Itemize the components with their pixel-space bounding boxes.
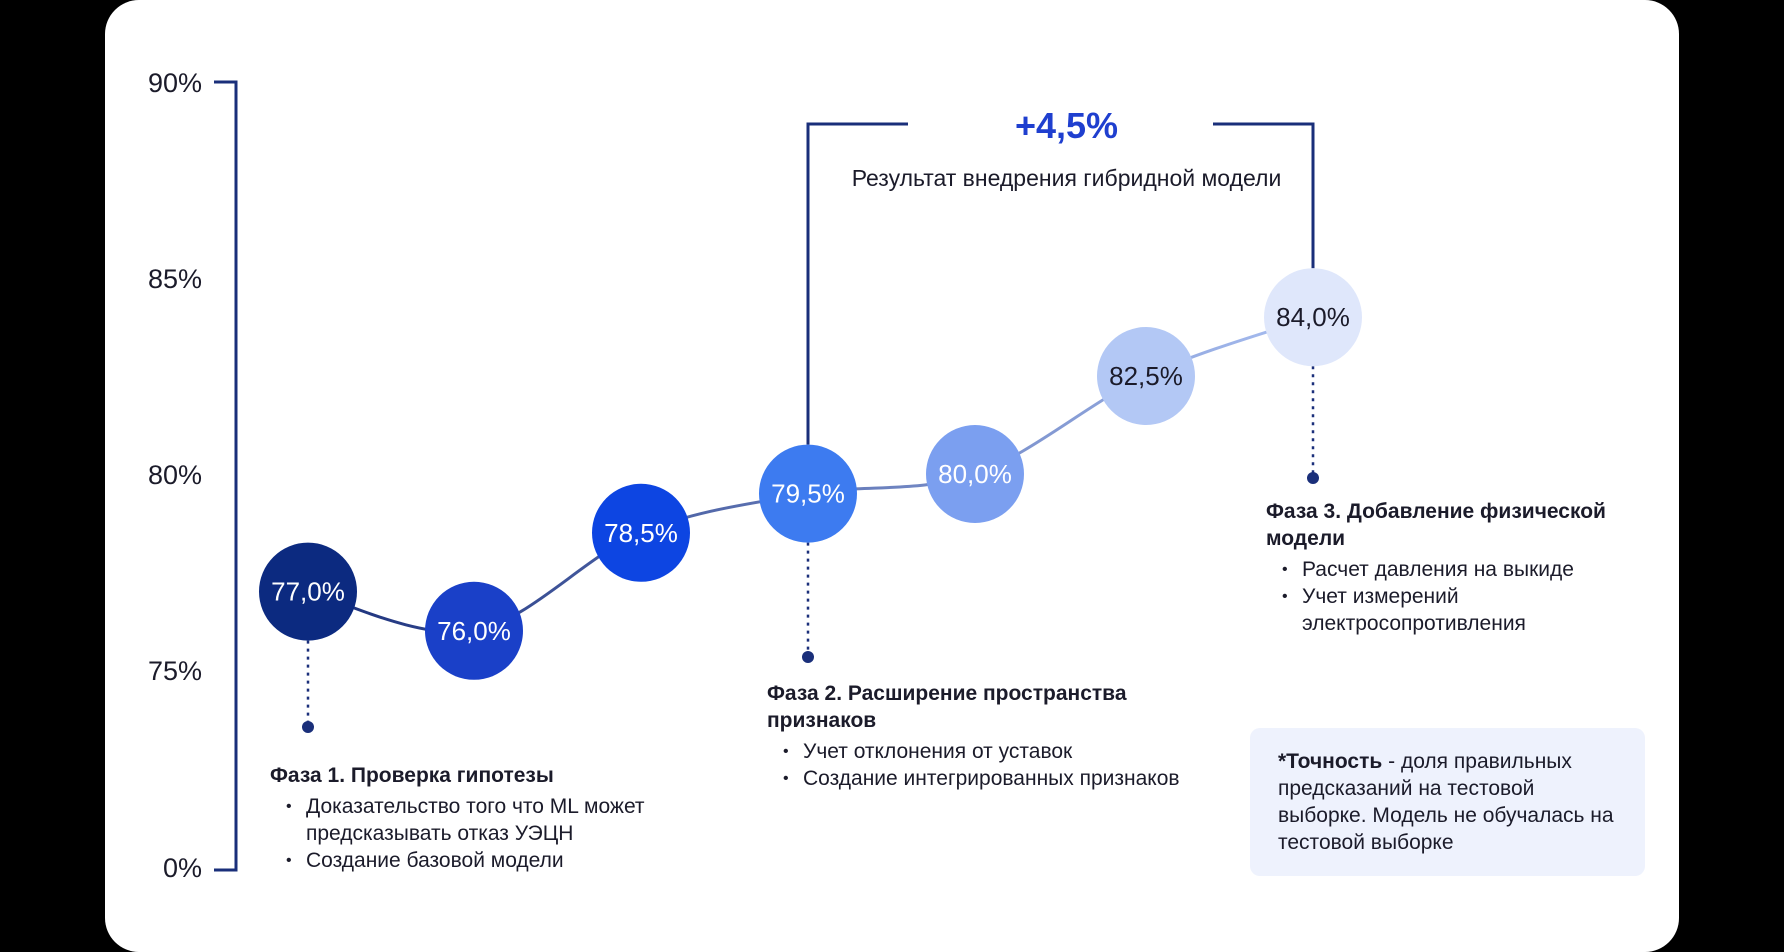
phase-3-item: Расчет давления на выкиде xyxy=(1266,556,1666,583)
phase-1-item: Создание базовой модели xyxy=(270,847,740,874)
data-label: 80,0% xyxy=(938,459,1012,489)
improvement-delta: +4,5% xyxy=(1015,105,1118,146)
phase-2-item: Создание интегрированных признаков xyxy=(767,765,1207,792)
data-point xyxy=(759,444,857,543)
data-label: 78,5% xyxy=(604,518,678,548)
data-point xyxy=(1264,268,1362,367)
phase-1-item: Доказательство того что ML может предска… xyxy=(270,793,740,847)
improvement-caption: Результат внедрения гибридной модели xyxy=(852,165,1282,191)
phase-2-item: Учет отклонения от уставок xyxy=(767,738,1207,765)
y-tick-label: 75% xyxy=(148,656,202,686)
data-point xyxy=(425,581,523,680)
y-axis-line xyxy=(214,80,238,872)
phase-2-block: Фаза 2. Расширение пространства признако… xyxy=(767,680,1207,792)
note-text: - доля правильных предсказаний на тестов… xyxy=(1278,750,1614,854)
improvement-bracket-right xyxy=(1213,122,1315,269)
phase-1-title: Фаза 1. Проверка гипотезы xyxy=(270,764,554,787)
y-tick-label: 0% xyxy=(163,853,202,883)
phase-connector-dot xyxy=(1307,472,1319,484)
data-label: 84,0% xyxy=(1276,302,1350,332)
phase-connector-dot xyxy=(802,651,814,663)
y-tick-label: 85% xyxy=(148,264,202,294)
y-tick-label: 80% xyxy=(148,460,202,490)
phase-3-block: Фаза 3. Добавление физической модели Рас… xyxy=(1266,498,1666,637)
data-label: 82,5% xyxy=(1109,361,1183,391)
note-term: *Точность xyxy=(1278,750,1383,773)
phase-3-title: Фаза 3. Добавление физической модели xyxy=(1266,500,1606,550)
accuracy-note: *Точность - доля правильных предсказаний… xyxy=(1250,728,1645,876)
data-point xyxy=(1097,327,1195,425)
improvement-bracket-left xyxy=(806,122,908,445)
y-tick-label: 90% xyxy=(148,68,202,98)
phase-1-block: Фаза 1. Проверка гипотезы Доказательство… xyxy=(270,762,740,874)
phase-connector-dot xyxy=(302,721,314,733)
phase-2-title: Фаза 2. Расширение пространства признако… xyxy=(767,682,1127,732)
phase-3-item: Учет измерений электросопротивления xyxy=(1266,583,1666,637)
data-label: 76,0% xyxy=(437,616,511,646)
data-label: 77,0% xyxy=(271,577,345,607)
data-point xyxy=(259,542,357,641)
data-point xyxy=(926,425,1024,523)
data-label: 79,5% xyxy=(771,479,845,509)
data-point xyxy=(592,483,690,582)
